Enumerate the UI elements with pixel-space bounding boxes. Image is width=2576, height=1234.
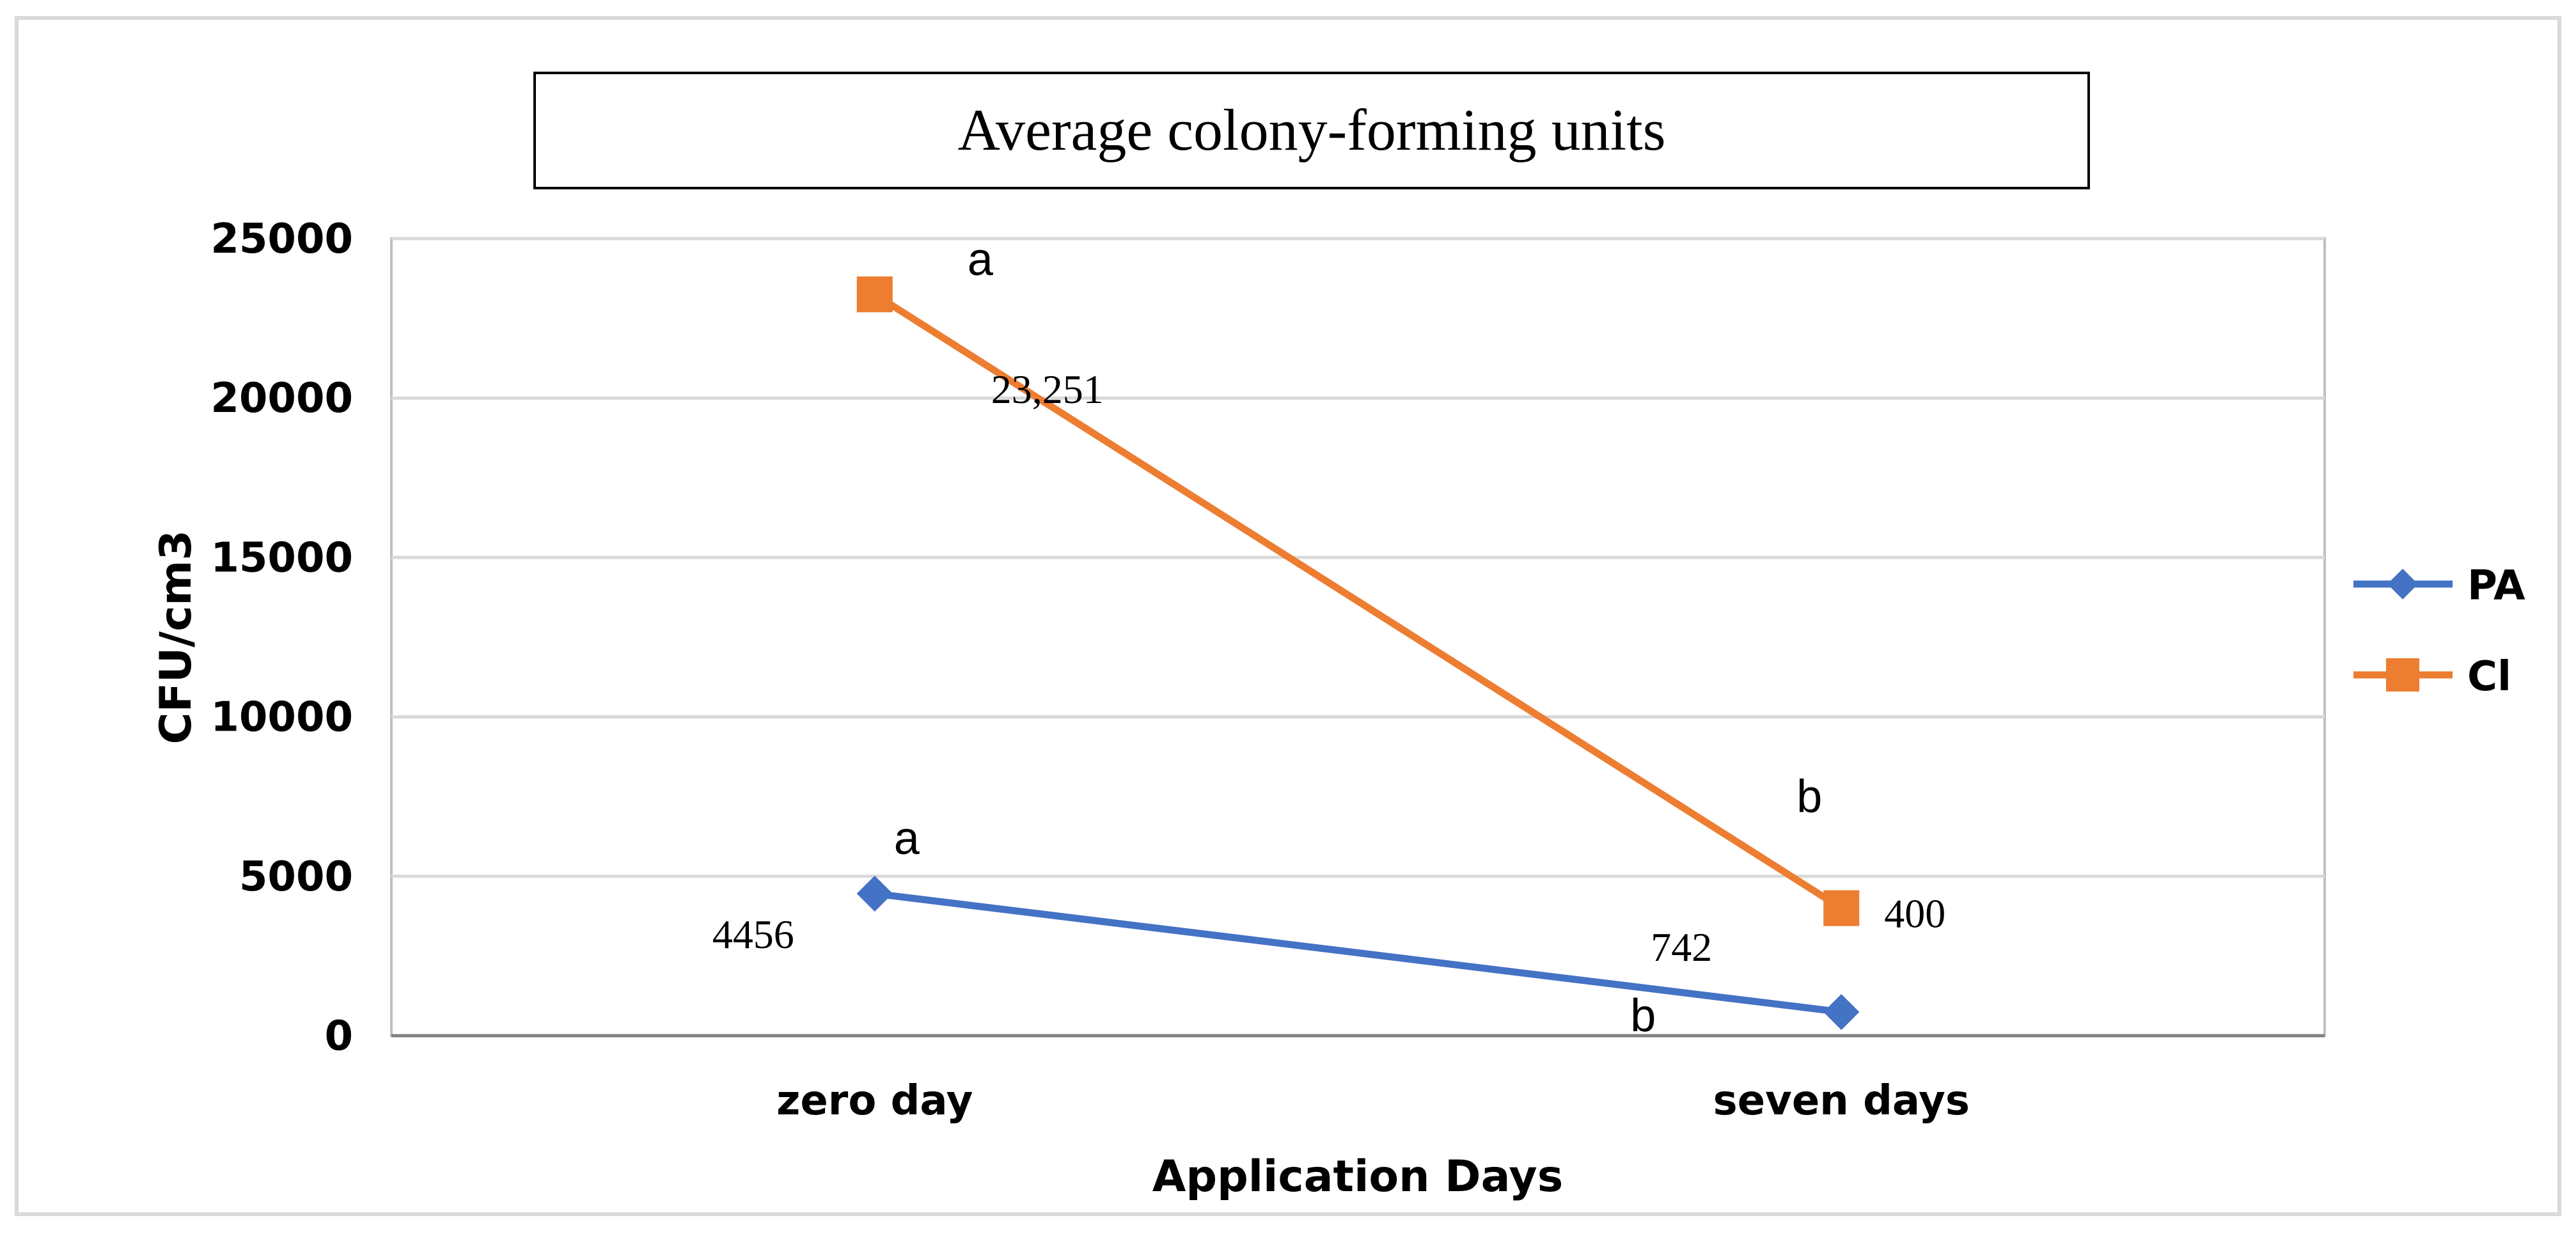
value-label-Cl: 23,251 [991, 367, 1104, 412]
data-point-PA [1823, 993, 1860, 1031]
plot-area [390, 237, 2326, 1037]
significance-label-PA: b [1630, 990, 1656, 1041]
significance-label-Cl: a [968, 234, 994, 285]
data-point-Cl [1823, 890, 1860, 926]
y-tick-label: 10000 [210, 694, 353, 741]
significance-label-PA: a [894, 813, 920, 864]
y-tick-label: 0 [324, 1013, 353, 1060]
series-layer [856, 276, 1860, 1031]
legend-marker-PA [2387, 569, 2418, 599]
y-axis-ticks: 0 5000 10000 15000 20000 25000 [210, 216, 353, 1060]
series-line-PA [874, 890, 1842, 1016]
series-line-Cl [872, 291, 1844, 912]
gridlines [391, 237, 2325, 878]
significance-label-Cl: b [1796, 771, 1822, 823]
x-tick-label: zero day [776, 1077, 973, 1125]
title-box [533, 72, 2090, 189]
y-tick-label: 25000 [210, 216, 353, 263]
data-point-Cl [856, 276, 893, 313]
x-axis-label: Application Days [1152, 1151, 1563, 1202]
legend-label-Cl: Cl [2467, 653, 2511, 700]
legend: PA Cl [2353, 562, 2525, 700]
legend-label-PA: PA [2467, 562, 2525, 610]
data-labels: 4456 a 742 b 23,251 a 400 b [712, 234, 1946, 1041]
y-axis-label: CFU/cm3 [151, 530, 201, 745]
y-tick-label: 5000 [239, 853, 353, 901]
legend-marker-Cl [2386, 658, 2419, 692]
value-label-PA: 742 [1651, 924, 1712, 970]
data-point-PA [856, 875, 893, 912]
chart-title: Average colony-forming units [957, 97, 1665, 162]
value-label-Cl: 400 [1884, 891, 1945, 937]
y-tick-label: 15000 [210, 534, 353, 581]
value-label-PA: 4456 [712, 912, 794, 957]
x-axis-ticks: zero day seven days [776, 1077, 1970, 1125]
y-tick-label: 20000 [210, 375, 353, 422]
x-tick-label: seven days [1713, 1077, 1970, 1125]
